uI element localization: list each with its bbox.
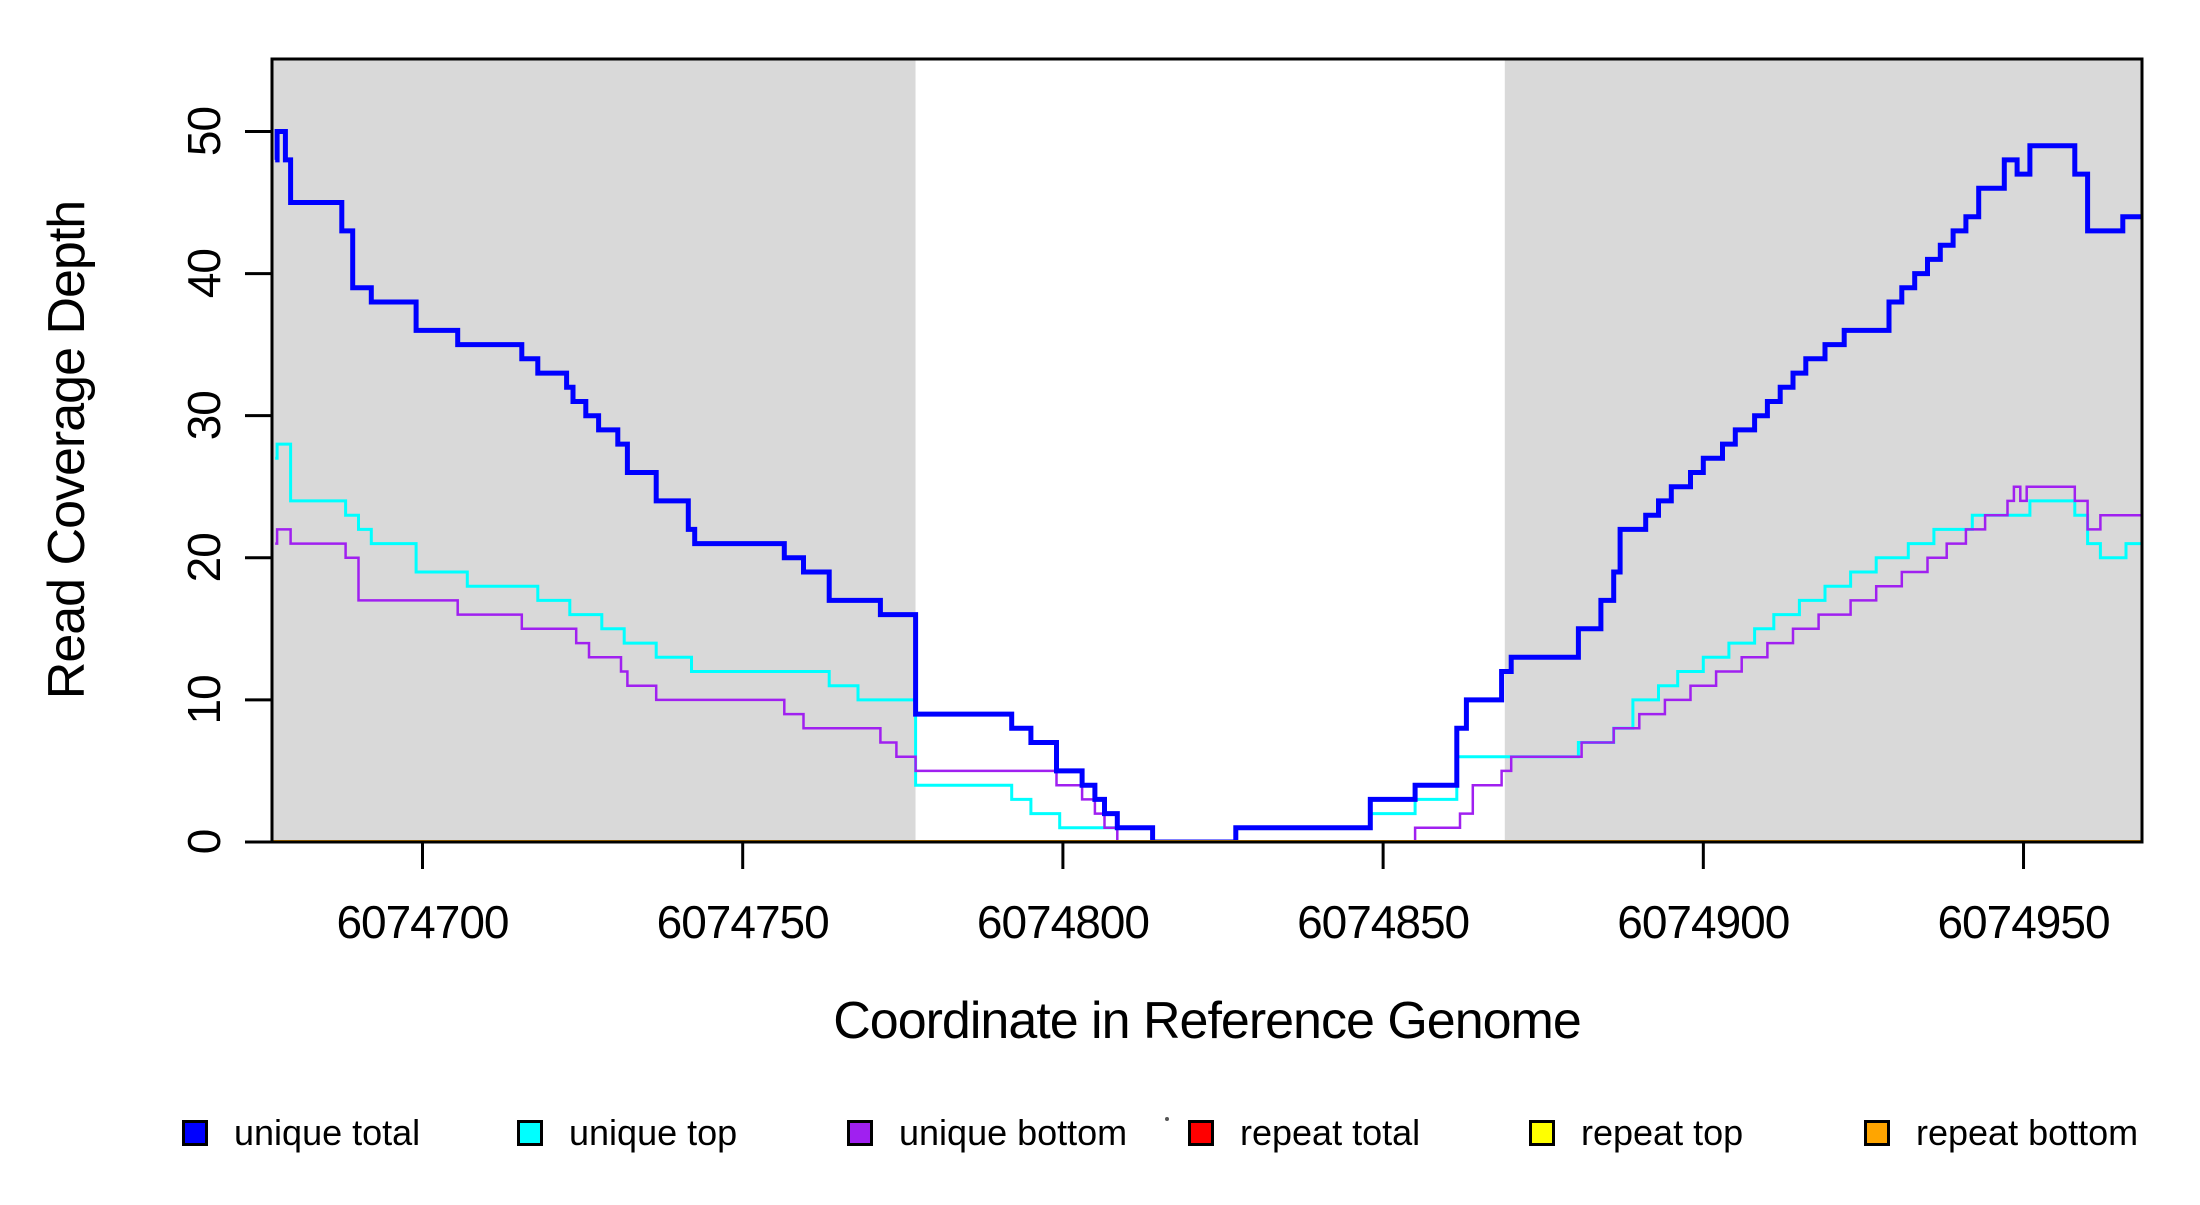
- legend-item-unique-top: unique top: [517, 1112, 738, 1153]
- x-tick-label-6074850: 6074850: [1297, 896, 1469, 948]
- legend-swatch-unique-total: [182, 1120, 208, 1146]
- legend-label-unique-top: unique top: [569, 1112, 738, 1153]
- x-axis-title: Coordinate in Reference Genome: [833, 992, 1581, 1050]
- x-tick-label-6074950: 6074950: [1937, 896, 2109, 948]
- stray-mark: [1165, 1117, 1169, 1121]
- legend-label-repeat-total: repeat total: [1240, 1112, 1421, 1153]
- legend-label-unique-bottom: unique bottom: [899, 1112, 1128, 1153]
- right-shaded-region: [1504, 59, 2142, 842]
- x-tick-label-6074700: 6074700: [336, 896, 508, 948]
- legend-label-unique-total: unique total: [234, 1112, 421, 1153]
- x-tick-label-6074800: 6074800: [977, 896, 1149, 948]
- plot-box-border: [270, 57, 2144, 844]
- middle-white-region: [915, 59, 1505, 842]
- legend-swatch-repeat-top: [1529, 1120, 1555, 1146]
- y-tick-label-20: 20: [178, 533, 230, 582]
- y-tick-label-50: 50: [178, 107, 230, 156]
- y-axis-title: Read Coverage Depth: [38, 201, 96, 699]
- y-tick-label-40: 40: [178, 249, 230, 298]
- y-tick-label-0: 0: [178, 830, 230, 855]
- legend-label-repeat-bottom: repeat bottom: [1916, 1112, 2139, 1153]
- x-tick-label-6074750: 6074750: [657, 896, 829, 948]
- axis-ticks: [245, 129, 2026, 869]
- legend-swatch-repeat-total: [1188, 1120, 1214, 1146]
- legend-swatch-unique-bottom: [847, 1120, 873, 1146]
- background-regions: [272, 59, 2142, 842]
- series-unique-bottom: [275, 485, 2142, 842]
- legend-swatch-repeat-bottom: [1864, 1120, 1890, 1146]
- legend-item-repeat-bottom: repeat bottom: [1864, 1112, 2139, 1153]
- legend-item-unique-total: unique total: [182, 1112, 421, 1153]
- y-tick-label-30: 30: [178, 391, 230, 440]
- y-tick-label-10: 10: [178, 675, 230, 724]
- legend-label-repeat-top: repeat top: [1581, 1112, 1744, 1153]
- legend-item-repeat-total: repeat total: [1188, 1112, 1421, 1153]
- series-unique-total: [274, 129, 2142, 842]
- axis-tick-labels: 6074700 6074750 6074800 6074850 6074900 60749…: [178, 107, 2111, 948]
- x-tick-label-6074900: 6074900: [1617, 896, 1789, 948]
- series-unique-top: [275, 442, 2142, 842]
- legend-swatch-unique-top: [517, 1120, 543, 1146]
- legend-item-unique-bottom: unique bottom: [847, 1112, 1128, 1153]
- legend-item-repeat-top: repeat top: [1529, 1112, 1744, 1153]
- left-shaded-region: [272, 59, 916, 842]
- series-lines: [272, 129, 2142, 842]
